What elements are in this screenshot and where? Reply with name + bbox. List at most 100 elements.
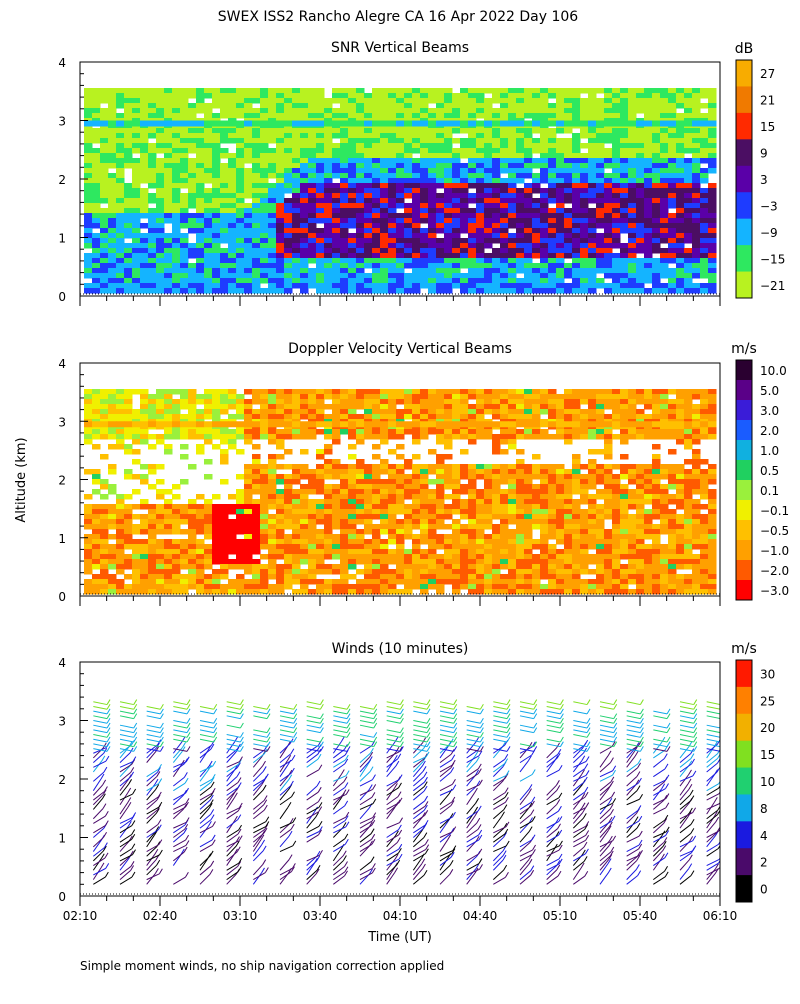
doppler-panel: Doppler Velocity Vertical Beams01234m/s1… xyxy=(58,341,789,606)
winds-colorbar-swatch xyxy=(736,741,752,768)
winds-colorbar-swatch xyxy=(736,660,752,687)
doppler-colorbar-label: −3.0 xyxy=(760,584,789,598)
doppler-colorbar-swatch xyxy=(736,580,752,601)
winds-colorbar-label: 10 xyxy=(760,775,775,789)
doppler-colorbar-label: −0.5 xyxy=(760,524,789,538)
doppler-colorbar-swatch xyxy=(736,560,752,581)
footnote: Simple moment winds, no ship navigation … xyxy=(80,959,444,973)
snr-colorbar-label: −3 xyxy=(760,199,778,213)
doppler-ytick-label: 1 xyxy=(58,532,66,546)
doppler-plot-area xyxy=(84,389,717,595)
doppler-colorbar-swatch xyxy=(736,420,752,441)
doppler-colorbar-swatch xyxy=(736,480,752,501)
winds-colorbar-swatch xyxy=(736,794,752,821)
snr-colorbar-label: 27 xyxy=(760,67,775,81)
winds-ytick-label: 2 xyxy=(58,773,66,787)
winds-ytick-label: 3 xyxy=(58,715,66,729)
winds-colorbar-label: 2 xyxy=(760,856,768,870)
snr-colorbar-label: 3 xyxy=(760,173,768,187)
snr-colorbar-label: 9 xyxy=(760,147,768,161)
winds-ytick-label: 4 xyxy=(58,656,66,670)
winds-colorbar-swatch xyxy=(736,848,752,875)
winds-colorbar-label: 0 xyxy=(760,883,768,897)
y-axis-label: Altitude (km) xyxy=(14,437,29,522)
snr-colorbar-swatch xyxy=(736,166,752,193)
snr-colorbar-label: −9 xyxy=(760,226,778,240)
winds-xtick-label: 03:10 xyxy=(223,909,258,923)
winds-colorbar-swatch xyxy=(736,875,752,902)
winds-xtick-label: 02:10 xyxy=(63,909,98,923)
doppler-colorbar-label: 1.0 xyxy=(760,444,779,458)
snr-ytick-label: 2 xyxy=(58,173,66,187)
winds-colorbar-swatch xyxy=(736,821,752,848)
doppler-colorbar-unit: m/s xyxy=(731,341,757,357)
winds-xtick-label: 04:40 xyxy=(463,909,498,923)
snr-colorbar-swatch xyxy=(736,245,752,272)
snr-colorbar-swatch xyxy=(736,219,752,246)
snr-colorbar-label: −21 xyxy=(760,279,785,293)
snr-colorbar-unit: dB xyxy=(735,41,754,57)
snr-panel: SNR Vertical Beams 0 1 2 3 4 dB 27 21 15 9 3 −3 −9 −15… xyxy=(58,40,785,306)
winds-colorbar-unit: m/s xyxy=(731,641,757,657)
doppler-ytick-label: 3 xyxy=(58,415,66,429)
winds-xtick-label: 03:40 xyxy=(303,909,338,923)
doppler-colorbar-swatch xyxy=(736,500,752,521)
snr-colorbar-swatch xyxy=(736,60,752,87)
doppler-colorbar-swatch xyxy=(736,380,752,401)
winds-colorbar-swatch xyxy=(736,687,752,714)
winds-xtick-label: 02:40 xyxy=(143,909,178,923)
doppler-colorbar-swatch xyxy=(736,520,752,541)
doppler-colorbar-label: 3.0 xyxy=(760,404,779,418)
doppler-title: Doppler Velocity Vertical Beams xyxy=(288,341,512,357)
snr-colorbar-label: 15 xyxy=(760,120,775,134)
winds-xtick-label: 06:10 xyxy=(703,909,738,923)
winds-xtick-label: 04:10 xyxy=(383,909,418,923)
winds-colorbar-swatch xyxy=(736,714,752,741)
snr-ytick-label: 0 xyxy=(58,290,66,304)
winds-ytick-label: 0 xyxy=(58,890,66,904)
winds-ytick-label: 1 xyxy=(58,832,66,846)
doppler-colorbar-label: −0.1 xyxy=(760,504,789,518)
doppler-colorbar-label: 0.5 xyxy=(760,464,779,478)
winds-colorbar-label: 8 xyxy=(760,802,768,816)
doppler-colorbar-swatch xyxy=(736,400,752,421)
doppler-ytick-label: 2 xyxy=(58,474,66,488)
doppler-colorbar-swatch xyxy=(736,540,752,561)
winds-colorbar-label: 20 xyxy=(760,721,775,735)
winds-colorbar-label: 15 xyxy=(760,748,775,762)
snr-colorbar-label: 21 xyxy=(760,94,775,108)
doppler-ytick-label: 0 xyxy=(58,590,66,604)
snr-colorbar-label: −15 xyxy=(760,252,785,266)
winds-plot-area xyxy=(93,700,723,885)
doppler-colorbar-swatch xyxy=(736,360,752,381)
snr-colorbar-swatch xyxy=(736,86,752,113)
doppler-colorbar-label: 2.0 xyxy=(760,424,779,438)
snr-ytick-label: 4 xyxy=(58,56,66,70)
winds-title: Winds (10 minutes) xyxy=(332,641,469,657)
snr-colorbar-swatch xyxy=(736,272,752,299)
doppler-colorbar-label: −2.0 xyxy=(760,564,789,578)
snr-colorbar-swatch xyxy=(736,192,752,219)
snr-ytick-label: 3 xyxy=(58,115,66,129)
doppler-ytick-label: 4 xyxy=(58,357,66,371)
doppler-colorbar-label: 10.0 xyxy=(760,364,787,378)
winds-xlabel: Time (UT) xyxy=(367,930,432,945)
snr-colorbar-swatch xyxy=(736,113,752,140)
winds-colorbar-swatch xyxy=(736,768,752,795)
winds-colorbar-label: 30 xyxy=(760,667,775,681)
winds-xtick-label: 05:10 xyxy=(543,909,578,923)
winds-colorbar-label: 4 xyxy=(760,829,768,843)
snr-ytick-label: 1 xyxy=(58,232,66,246)
winds-xtick-label: 05:40 xyxy=(623,909,658,923)
snr-title: SNR Vertical Beams xyxy=(331,40,469,56)
winds-colorbar-label: 25 xyxy=(760,694,775,708)
doppler-colorbar-label: 5.0 xyxy=(760,384,779,398)
doppler-colorbar-label: −1.0 xyxy=(760,544,789,558)
doppler-colorbar-label: 0.1 xyxy=(760,484,779,498)
snr-colorbar-swatch xyxy=(736,139,752,166)
snr-plot-area xyxy=(84,88,717,294)
doppler-colorbar-swatch xyxy=(736,460,752,481)
